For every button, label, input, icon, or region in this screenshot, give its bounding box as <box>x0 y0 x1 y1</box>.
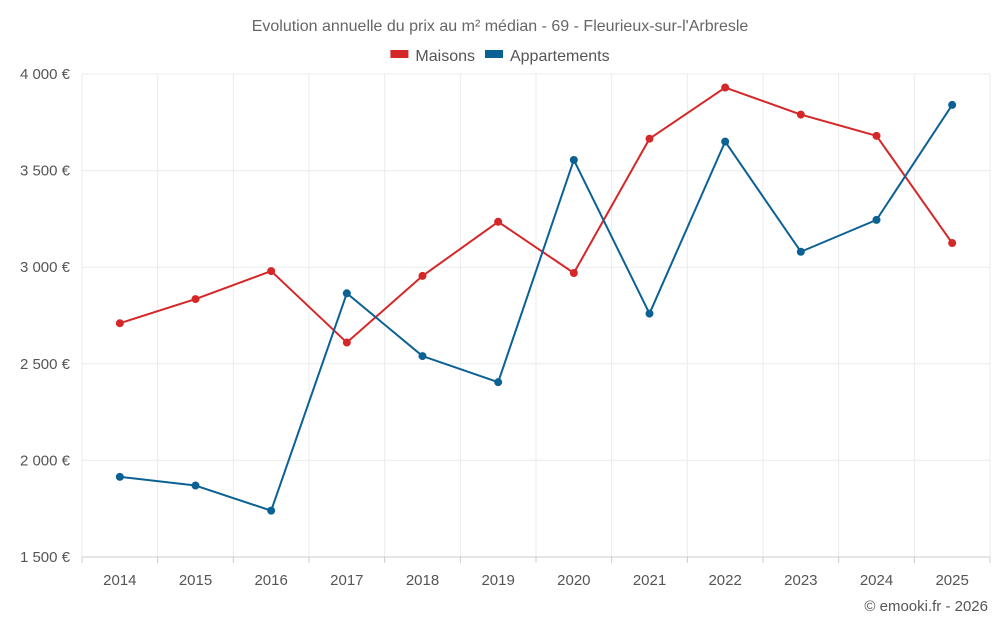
data-point-maisons[interactable] <box>115 319 124 328</box>
legend-swatch <box>390 50 409 58</box>
legend-item-appartements[interactable]: Appartements <box>484 48 610 65</box>
data-point-appartements[interactable] <box>645 309 654 318</box>
data-point-appartements[interactable] <box>872 215 881 224</box>
data-point-appartements[interactable] <box>191 481 200 490</box>
y-tick-label: 3 500 € <box>20 163 71 180</box>
x-tick-label: 2014 <box>103 572 136 589</box>
legend-item-maisons[interactable]: Maisons <box>390 48 475 65</box>
legend-label: Appartements <box>510 48 610 65</box>
data-point-maisons[interactable] <box>796 110 805 119</box>
axes: 1 500 € 2 000 € 2 500 € 3 000 € 3 500 € 4 000… <box>20 66 991 589</box>
data-point-maisons[interactable] <box>342 338 351 347</box>
data-point-appartements[interactable] <box>267 506 276 515</box>
x-tick-label: 2016 <box>254 572 287 589</box>
x-tick-label: 2022 <box>708 572 741 589</box>
data-point-appartements[interactable] <box>721 137 730 146</box>
data-point-maisons[interactable] <box>948 239 957 248</box>
data-point-maisons[interactable] <box>721 83 730 92</box>
legend-label: Maisons <box>415 48 475 65</box>
credit-text: © emooki.fr - 2026 <box>864 598 988 615</box>
data-point-appartements[interactable] <box>115 472 124 481</box>
x-tick-label: 2023 <box>784 572 817 589</box>
data-point-appartements[interactable] <box>494 378 503 387</box>
data-point-maisons[interactable] <box>645 134 654 143</box>
y-tick-label: 2 500 € <box>20 356 71 373</box>
series-line-appartements <box>119 104 954 512</box>
data-point-maisons[interactable] <box>494 217 503 226</box>
data-point-appartements[interactable] <box>569 155 578 164</box>
y-tick-label: 3 000 € <box>20 259 71 276</box>
data-point-appartements[interactable] <box>948 100 957 109</box>
legend: Maisons Appartements <box>390 48 610 65</box>
x-tick-label: 2020 <box>557 572 590 589</box>
x-tick-label: 2021 <box>633 572 666 589</box>
data-point-maisons[interactable] <box>191 295 200 304</box>
data-point-maisons[interactable] <box>872 131 881 140</box>
x-tick-label: 2015 <box>179 572 212 589</box>
y-tick-label: 1 500 € <box>20 549 71 566</box>
series-group <box>115 83 957 515</box>
data-point-maisons[interactable] <box>569 268 578 277</box>
grid <box>81 73 991 558</box>
legend-swatch <box>484 50 503 58</box>
chart-title: Evolution annuelle du prix au m² médian … <box>252 18 749 35</box>
x-tick-label: 2025 <box>935 572 968 589</box>
data-point-appartements[interactable] <box>418 352 427 361</box>
data-point-maisons[interactable] <box>267 267 276 276</box>
x-tick-label: 2018 <box>406 572 439 589</box>
data-point-appartements[interactable] <box>342 289 351 298</box>
data-point-appartements[interactable] <box>796 247 805 256</box>
x-tick-label: 2019 <box>481 572 514 589</box>
series-line-maisons <box>119 86 953 344</box>
x-tick-label: 2017 <box>330 572 363 589</box>
y-tick-label: 2 000 € <box>20 452 71 469</box>
y-tick-label: 4 000 € <box>20 66 71 83</box>
x-tick-label: 2024 <box>860 572 893 589</box>
data-point-maisons[interactable] <box>418 271 427 280</box>
